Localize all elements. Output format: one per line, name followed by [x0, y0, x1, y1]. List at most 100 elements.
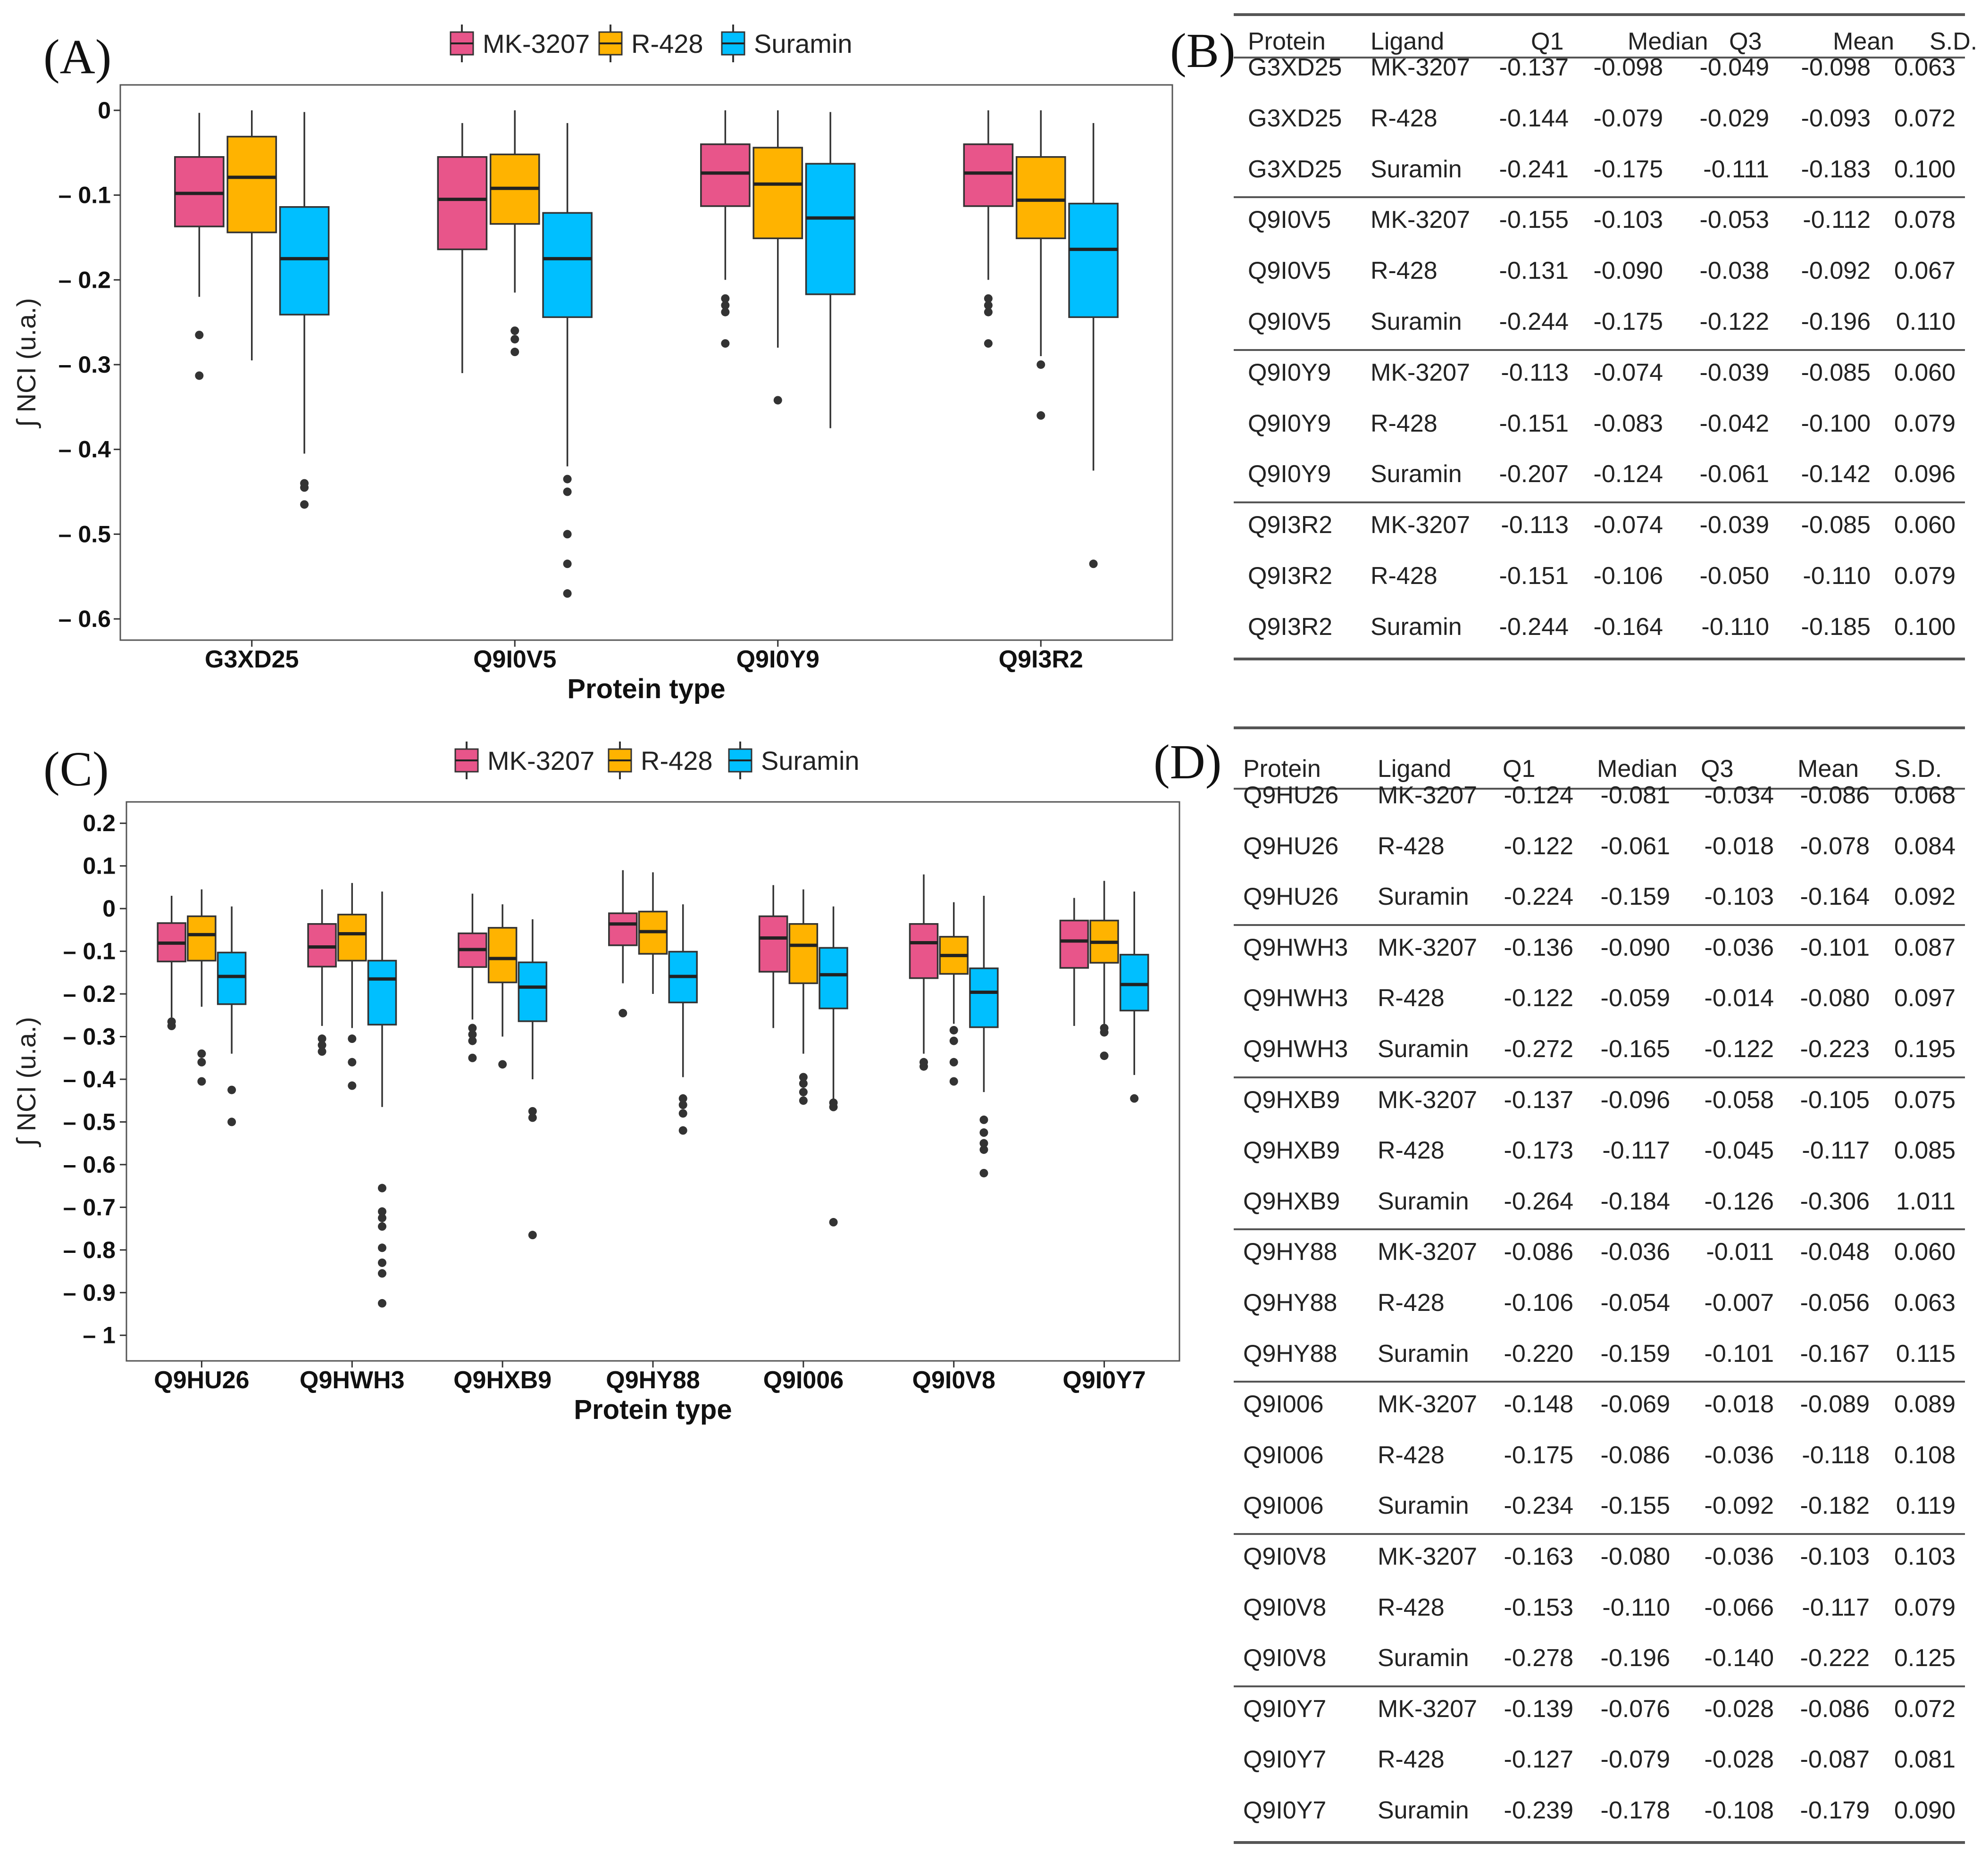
box-iqr	[337, 914, 367, 962]
y-tick-label: – 1	[83, 1322, 116, 1349]
table-cell: Suramin	[1378, 1797, 1469, 1824]
table-cell: 0.078	[1894, 206, 1956, 234]
outlier-point	[563, 530, 572, 539]
outlier-point	[197, 1077, 206, 1086]
box-q9i3r2-suramin	[1068, 123, 1119, 568]
outlier-point	[799, 1096, 808, 1105]
box-q9i0v5-suramin	[542, 123, 593, 598]
outlier-point	[678, 1126, 687, 1135]
table-header-cell: Protein	[1248, 28, 1326, 55]
table-cell: -0.159	[1600, 1340, 1670, 1367]
box-iqr	[969, 967, 999, 1028]
table-cell: MK-3207	[1371, 206, 1470, 234]
table-header-cell: Mean	[1833, 28, 1895, 55]
table-cell: 0.079	[1894, 409, 1956, 437]
y-axis-label: ∫ NCI (u.a.)	[11, 1017, 41, 1148]
outlier-point	[167, 1021, 176, 1030]
outlier-point	[377, 1258, 386, 1267]
box-iqr	[909, 923, 939, 979]
outlier-point	[195, 371, 204, 380]
table-cell: Suramin	[1371, 308, 1462, 335]
table-cell: 0.090	[1894, 1797, 1956, 1824]
table-cell: 0.079	[1894, 1593, 1956, 1621]
table-cell: -0.079	[1593, 104, 1663, 132]
table-cell: -0.110	[1701, 613, 1769, 641]
box-iqr	[226, 135, 277, 233]
table-cell: -0.111	[1703, 155, 1769, 183]
outlier-point	[318, 1047, 326, 1056]
table-cell: -0.124	[1593, 460, 1663, 488]
table-cell: -0.086	[1504, 1238, 1573, 1266]
box-iqr	[1059, 919, 1089, 969]
box-q9i0v8-mk-3207	[909, 874, 939, 1071]
table-cell: Suramin	[1371, 155, 1462, 183]
table-cell: Suramin	[1378, 1035, 1469, 1063]
table-group-rule	[1234, 1381, 1965, 1383]
box-q9i3r2-r-428	[1015, 110, 1066, 420]
table-cell: Q9HWH3	[1243, 984, 1348, 1012]
table-cell: 0.081	[1894, 1746, 1956, 1774]
y-tick-label: – 0.6	[59, 606, 111, 632]
table-cell: -0.053	[1699, 206, 1769, 234]
table-cell: -0.080	[1800, 984, 1870, 1012]
table-cell: G3XD25	[1248, 104, 1342, 132]
x-tick-label: G3XD25	[205, 646, 299, 673]
table-cell: -0.183	[1801, 155, 1871, 183]
box-iqr	[1120, 954, 1149, 1012]
box-q9hu26-mk-3207	[157, 896, 186, 1030]
table-cell: -0.029	[1699, 104, 1769, 132]
box-q9hu26-r-428	[187, 889, 217, 1086]
table-cell: MK-3207	[1378, 782, 1477, 809]
box-iqr	[437, 156, 488, 250]
outlier-point	[318, 1034, 326, 1043]
table-cell: -0.137	[1504, 1086, 1573, 1114]
box-g3xd25-mk-3207	[174, 113, 225, 380]
table-cell: Q9I0Y7	[1243, 1695, 1327, 1723]
table-cell: Q9I3R2	[1248, 613, 1333, 641]
y-tick-label: – 0.7	[63, 1194, 116, 1220]
outlier-point	[377, 1243, 386, 1252]
table-cell: -0.103	[1800, 1543, 1870, 1570]
table-cell: -0.036	[1704, 1441, 1774, 1469]
table-header-cell: Ligand	[1371, 28, 1445, 55]
table-cell: 0.084	[1894, 832, 1956, 860]
table-cell: -0.089	[1800, 1391, 1870, 1418]
table-group-rule	[1234, 196, 1965, 199]
table-cell: -0.090	[1593, 257, 1663, 285]
table-cell: Q9I0V8	[1243, 1644, 1327, 1672]
table-cell: Q9HWH3	[1243, 934, 1348, 961]
table-cell: Q9HWH3	[1243, 1035, 1348, 1063]
table-top-rule	[1234, 726, 1965, 729]
table-cell: -0.118	[1802, 1441, 1870, 1469]
y-tick-label: 0.1	[83, 853, 116, 879]
outlier-point	[721, 339, 730, 348]
table-cell: -0.048	[1800, 1238, 1870, 1266]
table-cell: Suramin	[1371, 613, 1462, 641]
table-cell: 0.103	[1894, 1543, 1956, 1570]
outlier-point	[377, 1213, 386, 1222]
table-cell: 0.060	[1894, 359, 1956, 386]
x-tick-label: Q9HY88	[606, 1367, 700, 1394]
table-cell: 0.119	[1896, 1492, 1956, 1520]
box-iqr	[752, 147, 803, 239]
table-cell: -0.086	[1600, 1441, 1670, 1469]
table-cell: -0.196	[1801, 308, 1871, 335]
panel-label: (D)	[1153, 735, 1221, 789]
table-cell: Suramin	[1378, 1492, 1469, 1520]
outlier-point	[984, 308, 993, 317]
table-cell: -0.136	[1504, 934, 1573, 961]
box-q9i0y7-suramin	[1120, 891, 1149, 1103]
y-tick-label: – 0.1	[63, 938, 116, 965]
table-cell: Q9I006	[1243, 1441, 1324, 1469]
outlier-point	[197, 1058, 206, 1067]
table-cell: Q9HU26	[1243, 782, 1339, 809]
outlier-point	[619, 1009, 627, 1017]
table-cell: -0.159	[1600, 883, 1670, 911]
table-header-cell: S.D.	[1930, 28, 1978, 55]
table-cell: -0.054	[1600, 1289, 1670, 1317]
outlier-point	[949, 1077, 958, 1086]
table-cell: Q9I0V5	[1248, 308, 1331, 335]
table-cell: 0.108	[1894, 1441, 1956, 1469]
table-cell: Q9I0V8	[1243, 1593, 1327, 1621]
